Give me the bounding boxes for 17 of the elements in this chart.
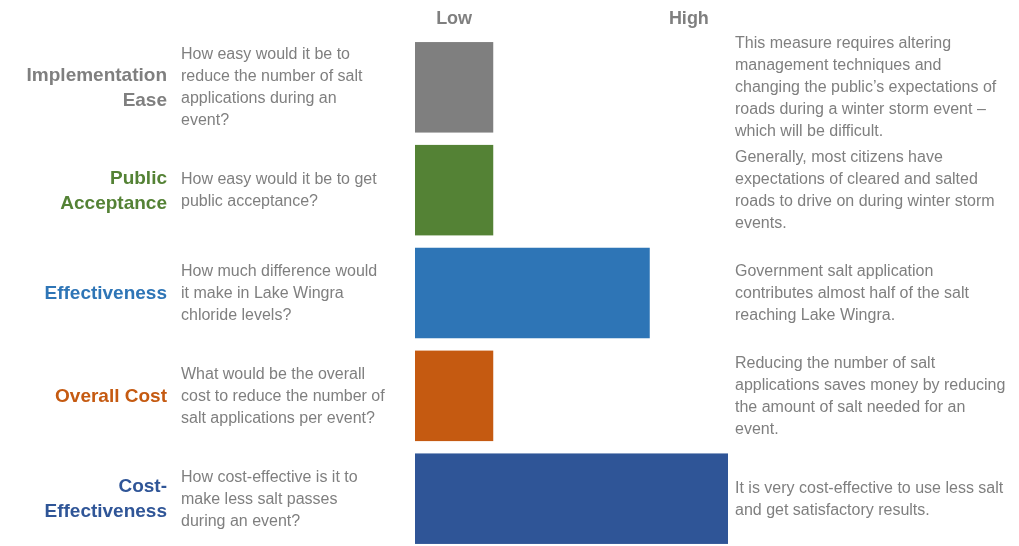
- text: What would be the overall cost to reduce the number of salt applications per event?: [181, 364, 386, 426]
- text: How cost-effective is it to make less salt passes during an event?: [181, 467, 358, 529]
- y-tick-label: Public Acceptance: [60, 166, 168, 213]
- text: This measure requires altering management techniques and changing the public’s expectations of roads during a winter storm event – which will be difficult.: [734, 34, 997, 140]
- y-tick-label: Effectiveness: [44, 282, 167, 303]
- y-tick-label: Overall Cost: [55, 384, 168, 406]
- text: High: [668, 8, 709, 28]
- text: How easy would it be to reduce the number of salt applications during an event?: [181, 45, 363, 129]
- text: Reducing the number of salt applications saves money by reducing the amount of salt needed for an event.: [735, 353, 1006, 437]
- text: It is very cost-effective to use less salt and get satisfactory results.: [735, 478, 1004, 518]
- text: Generally, most citizens have expectations of cleared and salted roads to drive on during winter storm events.: [735, 148, 995, 232]
- text: Government salt application contributes almost half of the salt reaching Lake Wingra.: [735, 262, 970, 323]
- text: How easy would it be to get public acceptance?: [181, 170, 378, 210]
- text: Low: [436, 8, 474, 28]
- y-tick-label: Cost-Effectiveness: [44, 475, 167, 522]
- y-tick-label: Implementation Ease: [26, 63, 167, 110]
- text: How much difference would it make in Lake Wingra chloride levels?: [181, 262, 378, 323]
